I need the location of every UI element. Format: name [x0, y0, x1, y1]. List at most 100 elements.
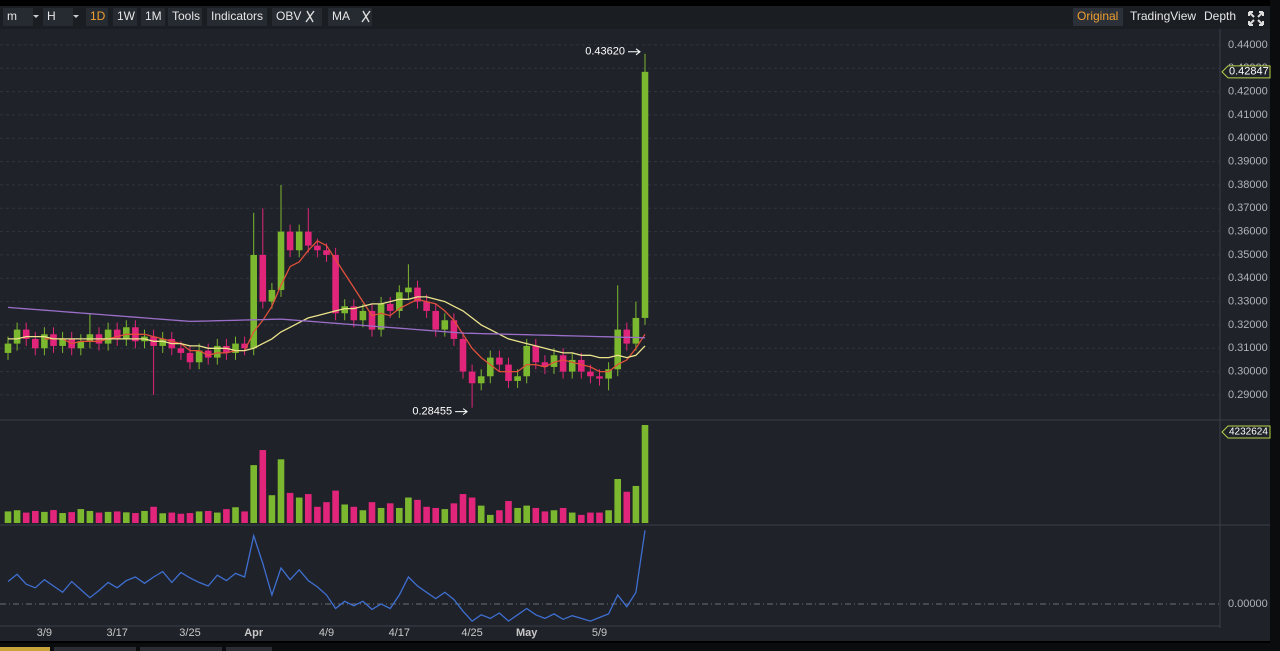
volume-bar: [487, 514, 494, 523]
candle-body: [605, 369, 612, 379]
x-tick-label: May: [516, 627, 538, 639]
y-tick-label: 0.29000: [1228, 389, 1268, 401]
y-tick-label: 0.34000: [1228, 272, 1268, 284]
y-tick-label: 0.44000: [1228, 39, 1268, 51]
volume-bar: [441, 509, 449, 523]
dropdown-arrow[interactable]: [33, 15, 39, 18]
candle-body: [423, 301, 430, 311]
toolbar-label[interactable]: MA: [332, 9, 350, 23]
tab[interactable]: [140, 647, 222, 651]
candle-body: [59, 338, 66, 346]
toolbar-label[interactable]: OBV: [276, 9, 301, 23]
volume-bar: [386, 503, 394, 523]
volume-bar: [305, 494, 312, 523]
volume-bar: [432, 507, 439, 523]
volume-bar: [250, 465, 257, 523]
candle-body: [22, 329, 30, 339]
volume-bar: [68, 512, 75, 523]
toolbar-label[interactable]: 1W: [117, 9, 136, 23]
volume-bar: [477, 505, 485, 523]
x-tick-label: 3/25: [179, 627, 200, 639]
candle-body: [250, 254, 257, 349]
toolbar-button[interactable]: [328, 8, 372, 26]
toolbar-button[interactable]: [141, 8, 165, 26]
remove-icon[interactable]: [305, 10, 315, 23]
y-tick-label: 0.30000: [1228, 366, 1268, 378]
candle-body: [550, 355, 558, 367]
candle-body: [641, 71, 649, 318]
volume-bar: [496, 510, 503, 523]
y-tick-label: 0.31000: [1228, 342, 1268, 354]
toolbar-label[interactable]: m: [7, 9, 17, 23]
candle-body: [195, 350, 203, 363]
volume-bar: [568, 512, 576, 523]
volume-bar: [95, 512, 103, 523]
toolbar-button[interactable]: [3, 8, 33, 26]
y-tick-label: 0.42000: [1228, 86, 1268, 98]
candle-body: [396, 292, 403, 311]
toolbar-button[interactable]: [207, 8, 267, 26]
volume-bar: [86, 510, 94, 523]
candle-body: [614, 329, 621, 370]
dropdown-arrow[interactable]: [73, 15, 79, 18]
toolbar-button[interactable]: [43, 8, 73, 26]
toolbar-label[interactable]: TradingView: [1130, 9, 1196, 23]
candle-body: [41, 334, 48, 349]
toolbar-label[interactable]: Tools: [172, 9, 200, 23]
volume-bar: [59, 513, 66, 523]
volume-bar: [50, 510, 57, 523]
volume-bar: [314, 506, 321, 523]
candle-body: [405, 287, 412, 293]
volume-bar: [32, 510, 39, 523]
volume-bar: [368, 502, 376, 523]
toolbar-button[interactable]: [1126, 8, 1196, 26]
candle-body: [541, 362, 549, 367]
tab[interactable]: [226, 647, 272, 651]
volume-tag-label: 4232624: [1229, 427, 1268, 438]
toolbar-label[interactable]: Depth: [1204, 9, 1236, 23]
volume-bar: [450, 503, 458, 523]
volume-bar: [587, 512, 594, 523]
remove-icon[interactable]: [361, 10, 371, 23]
ma-line: [44, 240, 646, 373]
volume-bar: [204, 510, 212, 523]
toolbar-button[interactable]: [168, 8, 202, 26]
annotation-arrow: [455, 408, 468, 416]
fullscreen-icon[interactable]: [1248, 11, 1264, 26]
candle-body: [468, 371, 476, 384]
candle-body: [123, 327, 130, 339]
volume-bar: [259, 450, 267, 523]
tab[interactable]: [54, 647, 136, 651]
candle-body: [86, 334, 94, 342]
volume-bar: [514, 507, 521, 523]
candle-body: [487, 357, 494, 377]
volume-bar: [241, 511, 248, 523]
x-tick-label: 5/9: [592, 627, 607, 639]
candle-body: [368, 310, 376, 330]
toolbar-button[interactable]: [113, 8, 137, 26]
y-tick-label: 0.33000: [1228, 296, 1268, 308]
toolbar-label[interactable]: H: [47, 9, 56, 23]
candle-body: [286, 231, 294, 251]
volume-bar: [632, 485, 640, 523]
candle-body: [277, 231, 285, 290]
toolbar-button[interactable]: [1073, 8, 1123, 26]
toolbar-label[interactable]: Original: [1077, 9, 1118, 23]
volume-bar: [396, 507, 403, 523]
volume-bar: [541, 511, 549, 523]
toolbar-label[interactable]: 1M: [145, 9, 162, 23]
candle-body: [50, 334, 57, 346]
candle-body: [450, 320, 458, 339]
toolbar-label[interactable]: Indicators: [211, 9, 263, 23]
tab[interactable]: [0, 647, 50, 651]
candle-body: [568, 359, 576, 372]
toolbar-label[interactable]: 1D: [90, 9, 106, 23]
toolbar-button[interactable]: [272, 8, 322, 26]
toolbar-button[interactable]: [1200, 8, 1240, 26]
toolbar-button[interactable]: [86, 8, 108, 26]
bottom-strip: [0, 643, 1270, 651]
candle-body: [523, 345, 530, 377]
volume-bar: [22, 512, 30, 523]
y-tick-label: 0.38000: [1228, 179, 1268, 191]
candle-body: [377, 303, 385, 330]
